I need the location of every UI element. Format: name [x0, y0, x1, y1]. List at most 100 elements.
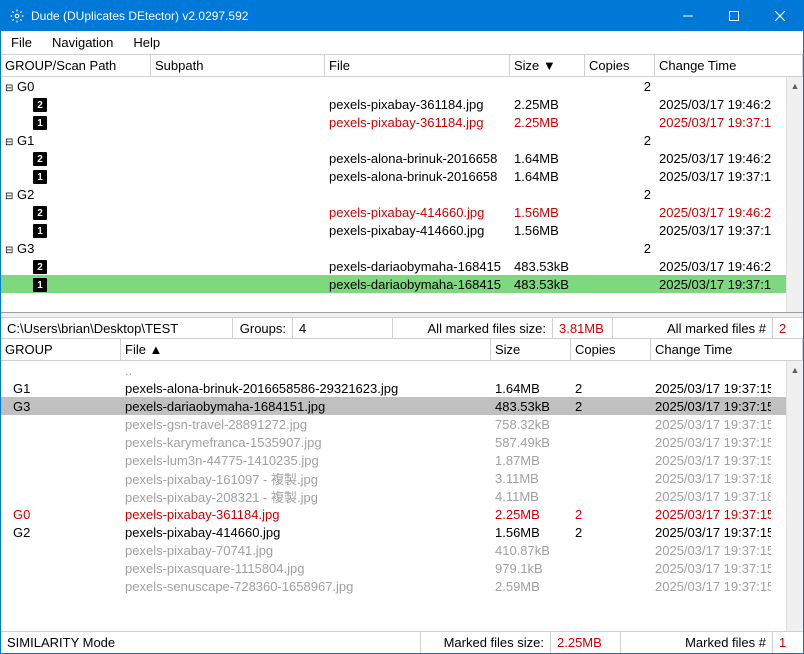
bcolh-change[interactable]: Change Time: [651, 339, 803, 360]
file-size: 1.56MB: [510, 205, 585, 220]
list-row[interactable]: pexels-karymefranca-1535907.jpg587.49kB2…: [1, 433, 803, 451]
mark-badge[interactable]: 2: [33, 98, 47, 112]
group-name: G1: [17, 133, 34, 148]
list-row[interactable]: pexels-lum3n-44775-1410235.jpg1.87MB2025…: [1, 451, 803, 469]
list-row[interactable]: G1pexels-alona-brinuk-2016658586-2932162…: [1, 379, 803, 397]
bstatus-size-label: Marked files size:: [421, 632, 551, 653]
file-name: pexels-alona-brinuk-2016658: [325, 169, 510, 184]
list-row[interactable]: pexels-pixabay-208321 - 複製.jpg4.11MB2025…: [1, 487, 803, 505]
file-row[interactable]: 2pexels-pixabay-361184.jpg2.25MB2025/03/…: [1, 95, 803, 113]
bottom-scrollbar[interactable]: ▲: [786, 361, 803, 631]
status-path: C:\Users\brian\Desktop\TEST: [1, 318, 233, 338]
row-copies: 2: [571, 399, 651, 414]
row-file: pexels-pixabay-208321 - 複製.jpg: [121, 487, 491, 506]
row-change: 2025/03/17 19:37:15: [651, 579, 771, 594]
row-file: pexels-alona-brinuk-2016658586-29321623.…: [121, 381, 491, 396]
file-row[interactable]: 1pexels-dariaobymaha-168415483.53kB2025/…: [1, 275, 803, 293]
file-size: 1.64MB: [510, 151, 585, 166]
bcolh-copies[interactable]: Copies: [571, 339, 651, 360]
colh-size[interactable]: Size ▼: [510, 55, 585, 76]
mark-badge[interactable]: 2: [33, 260, 47, 274]
colh-subpath[interactable]: Subpath: [151, 55, 325, 76]
window-title: Dude (DUplicates DEtector) v2.0297.592: [31, 9, 665, 23]
row-size: 483.53kB: [491, 399, 571, 414]
collapse-icon[interactable]: ⊟: [5, 245, 13, 256]
file-row[interactable]: 2pexels-pixabay-414660.jpg1.56MB2025/03/…: [1, 203, 803, 221]
mark-badge[interactable]: 1: [33, 116, 47, 130]
list-row[interactable]: G3pexels-dariaobymaha-1684151.jpg483.53k…: [1, 397, 803, 415]
file-change: 2025/03/17 19:37:15: [655, 223, 771, 238]
list-row[interactable]: pexels-pixabay-161097 - 複製.jpg3.11MB2025…: [1, 469, 803, 487]
group-header-row[interactable]: ⊟ G22: [1, 185, 803, 203]
row-size: 1.64MB: [491, 381, 571, 396]
row-size: 979.1kB: [491, 561, 571, 576]
mark-badge[interactable]: 2: [33, 206, 47, 220]
group-name: G3: [17, 241, 34, 256]
bottom-column-headers: GROUP File ▲ Size Copies Change Time: [1, 339, 803, 361]
copies-value: 2: [585, 133, 655, 148]
menu-help[interactable]: Help: [123, 31, 170, 55]
menu-file[interactable]: File: [1, 31, 42, 55]
group-header-row[interactable]: ⊟ G02: [1, 77, 803, 95]
scroll-up-icon[interactable]: ▲: [787, 77, 803, 94]
mark-badge[interactable]: 1: [33, 224, 47, 238]
main-window: Dude (DUplicates DEtector) v2.0297.592 F…: [0, 0, 804, 654]
top-pane: ⊟ G022pexels-pixabay-361184.jpg2.25MB202…: [1, 77, 803, 313]
bottom-statusbar: SIMILARITY Mode Marked files size: 2.25M…: [1, 631, 803, 653]
bstatus-count-value: 1: [779, 635, 786, 650]
status-groups-value: 4: [293, 318, 393, 338]
row-size: 1.87MB: [491, 453, 571, 468]
file-row[interactable]: 1pexels-pixabay-414660.jpg1.56MB2025/03/…: [1, 221, 803, 239]
maximize-button[interactable]: [711, 1, 757, 31]
file-size: 483.53kB: [510, 259, 585, 274]
collapse-icon[interactable]: ⊟: [5, 191, 13, 202]
row-file: pexels-pixabay-70741.jpg: [121, 543, 491, 558]
row-change: 2025/03/17 19:37:15: [651, 525, 771, 540]
scroll-up-icon[interactable]: ▲: [787, 361, 803, 378]
titlebar[interactable]: Dude (DUplicates DEtector) v2.0297.592: [1, 1, 803, 31]
bcolh-file[interactable]: File ▲: [121, 339, 491, 360]
bcolh-size[interactable]: Size: [491, 339, 571, 360]
list-row[interactable]: G2pexels-pixabay-414660.jpg1.56MB22025/0…: [1, 523, 803, 541]
file-row[interactable]: 2pexels-alona-brinuk-20166581.64MB2025/0…: [1, 149, 803, 167]
list-row[interactable]: G0pexels-pixabay-361184.jpg2.25MB22025/0…: [1, 505, 803, 523]
collapse-icon[interactable]: ⊟: [5, 83, 13, 94]
row-change: 2025/03/17 19:37:15: [651, 435, 771, 450]
row-group: G3: [1, 399, 121, 414]
close-button[interactable]: [757, 1, 803, 31]
row-copies: 2: [571, 381, 651, 396]
menu-navigation[interactable]: Navigation: [42, 31, 123, 55]
bstatus-count-label: Marked files #: [621, 632, 773, 653]
row-size: 587.49kB: [491, 435, 571, 450]
row-group: G0: [1, 507, 121, 522]
row-file: pexels-lum3n-44775-1410235.jpg: [121, 453, 491, 468]
group-header-row[interactable]: ⊟ G1 2: [1, 131, 803, 149]
bcolh-group[interactable]: GROUP: [1, 339, 121, 360]
colh-group[interactable]: GROUP/Scan Path: [1, 55, 151, 76]
collapse-icon[interactable]: ⊟: [5, 137, 13, 148]
minimize-button[interactable]: [665, 1, 711, 31]
list-row[interactable]: pexels-pixasquare-1115804.jpg979.1kB2025…: [1, 559, 803, 577]
list-row[interactable]: pexels-senuscape-728360-1658967.jpg2.59M…: [1, 577, 803, 595]
file-row[interactable]: 2pexels-dariaobymaha-168415483.53kB2025/…: [1, 257, 803, 275]
row-change: 2025/03/17 19:37:18: [651, 471, 771, 486]
file-row[interactable]: 1pexels-alona-brinuk-20166581.64MB2025/0…: [1, 167, 803, 185]
file-change: 2025/03/17 19:37:15: [655, 115, 771, 130]
colh-copies[interactable]: Copies: [585, 55, 655, 76]
mark-badge[interactable]: 1: [33, 170, 47, 184]
group-header-row[interactable]: ⊟ G32: [1, 239, 803, 257]
mark-badge[interactable]: 1: [33, 278, 47, 292]
top-scrollbar[interactable]: ▲: [786, 77, 803, 312]
list-row[interactable]: ..: [1, 361, 803, 379]
list-row[interactable]: pexels-pixabay-70741.jpg410.87kB2025/03/…: [1, 541, 803, 559]
colh-file[interactable]: File: [325, 55, 510, 76]
list-row[interactable]: pexels-gsn-travel-28891272.jpg758.32kB20…: [1, 415, 803, 433]
colh-change[interactable]: Change Time: [655, 55, 803, 76]
file-change: 2025/03/17 19:46:23: [655, 97, 771, 112]
mark-badge[interactable]: 2: [33, 152, 47, 166]
file-change: 2025/03/17 19:46:23: [655, 151, 771, 166]
copies-value: 2: [585, 187, 655, 202]
file-name: pexels-pixabay-361184.jpg: [325, 115, 510, 130]
file-row[interactable]: 1pexels-pixabay-361184.jpg2.25MB2025/03/…: [1, 113, 803, 131]
row-change: 2025/03/17 19:37:15: [651, 561, 771, 576]
